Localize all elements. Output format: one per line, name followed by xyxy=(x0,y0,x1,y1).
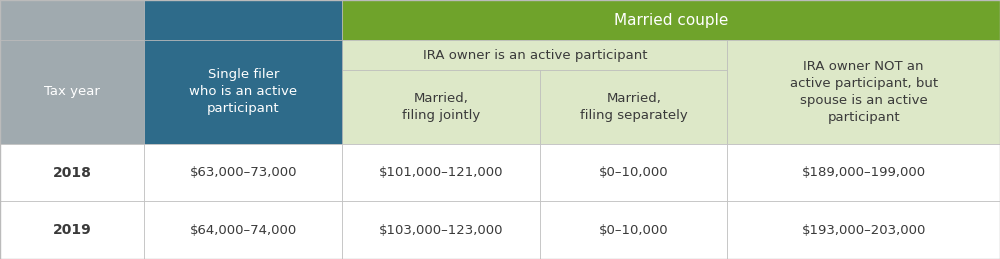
Bar xyxy=(0,0,144,40)
Bar xyxy=(144,202,342,259)
Bar xyxy=(540,70,727,144)
Bar xyxy=(540,202,727,259)
Bar xyxy=(342,70,540,144)
Bar xyxy=(540,144,727,202)
Text: 2018: 2018 xyxy=(53,166,92,179)
Text: IRA owner NOT an
active participant, but
spouse is an active
participant: IRA owner NOT an active participant, but… xyxy=(790,60,938,124)
Bar xyxy=(727,40,1000,144)
Bar xyxy=(144,144,342,202)
Bar xyxy=(0,40,144,144)
Text: $103,000–123,000: $103,000–123,000 xyxy=(379,224,503,237)
Bar xyxy=(342,40,727,70)
Bar xyxy=(144,70,342,144)
Text: $0–10,000: $0–10,000 xyxy=(599,224,669,237)
Bar xyxy=(144,40,342,70)
Bar xyxy=(0,202,144,259)
Bar xyxy=(342,144,540,202)
Bar xyxy=(342,202,540,259)
Text: $64,000–74,000: $64,000–74,000 xyxy=(190,224,297,237)
Text: Married,
filing separately: Married, filing separately xyxy=(580,92,688,122)
Bar xyxy=(144,0,342,40)
Text: Married couple: Married couple xyxy=(614,13,728,27)
Bar xyxy=(0,144,144,202)
Text: Married,
filing jointly: Married, filing jointly xyxy=(402,92,480,122)
Text: $0–10,000: $0–10,000 xyxy=(599,166,669,179)
Text: 2019: 2019 xyxy=(53,223,92,237)
Bar xyxy=(342,0,1000,40)
Bar xyxy=(144,40,342,144)
Text: $63,000–73,000: $63,000–73,000 xyxy=(190,166,297,179)
Text: IRA owner is an active participant: IRA owner is an active participant xyxy=(423,48,647,62)
Text: Single filer
who is an active
participant: Single filer who is an active participan… xyxy=(189,68,297,116)
Bar xyxy=(0,40,144,70)
Bar xyxy=(0,70,144,144)
Text: $193,000–203,000: $193,000–203,000 xyxy=(801,224,926,237)
Bar xyxy=(727,202,1000,259)
Text: $189,000–199,000: $189,000–199,000 xyxy=(802,166,926,179)
Text: Tax year: Tax year xyxy=(44,85,100,98)
Bar xyxy=(727,40,1000,70)
Bar xyxy=(727,70,1000,144)
Bar xyxy=(727,144,1000,202)
Text: $101,000–121,000: $101,000–121,000 xyxy=(379,166,503,179)
